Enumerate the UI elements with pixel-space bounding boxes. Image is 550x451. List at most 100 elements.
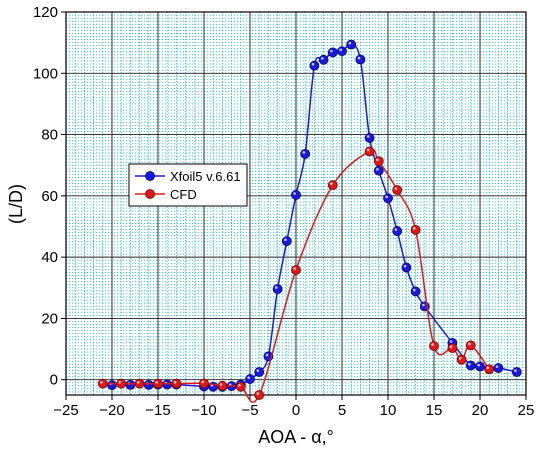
data-point-highlight xyxy=(449,345,453,349)
data-point-highlight xyxy=(330,182,333,186)
data-point-xfoil5-v-6-61 xyxy=(254,367,265,377)
data-point-highlight xyxy=(477,363,480,367)
data-point-highlight xyxy=(412,227,416,230)
data-point-xfoil5-v-6-61 xyxy=(364,133,375,143)
y-tick-label: 40 xyxy=(41,249,58,266)
data-point-cfd xyxy=(484,364,495,375)
data-point-xfoil5-v-6-61 xyxy=(373,165,384,176)
data-point-cfd xyxy=(235,381,246,392)
legend-label-cfd: CFD xyxy=(170,187,197,202)
legend-marker-cfd xyxy=(145,189,155,199)
data-point-highlight xyxy=(449,340,453,343)
data-point-xfoil5-v-6-61 xyxy=(272,284,283,294)
data-point-highlight xyxy=(201,380,204,384)
data-point-highlight xyxy=(376,168,379,171)
x-tick-label: −25 xyxy=(53,402,78,419)
data-point-highlight xyxy=(100,380,103,384)
data-point-cfd xyxy=(116,378,127,389)
data-point-xfoil5-v-6-61 xyxy=(309,60,320,71)
data-point-cfd xyxy=(199,378,209,389)
x-tick-label: 20 xyxy=(472,402,489,419)
data-point-highlight xyxy=(486,366,490,370)
data-point-cfd xyxy=(291,265,301,275)
data-point-highlight xyxy=(376,158,379,162)
data-point-cfd xyxy=(392,185,403,195)
data-point-cfd xyxy=(373,156,384,167)
data-point-xfoil5-v-6-61 xyxy=(392,226,403,236)
data-point-highlight xyxy=(330,49,333,53)
data-point-highlight xyxy=(256,369,260,372)
data-point-xfoil5-v-6-61 xyxy=(410,286,421,297)
data-point-highlight xyxy=(366,135,370,138)
data-point-cfd xyxy=(410,224,421,235)
data-point-highlight xyxy=(136,380,140,384)
y-tick-label: 20 xyxy=(41,310,58,327)
data-point-highlight xyxy=(468,362,471,366)
data-point-highlight xyxy=(357,56,361,60)
x-tick-label: −5 xyxy=(241,402,258,419)
data-point-highlight xyxy=(514,369,517,372)
data-point-xfoil5-v-6-61 xyxy=(318,54,329,65)
data-point-highlight xyxy=(265,353,269,357)
data-point-cfd xyxy=(465,340,476,351)
data-point-xfoil5-v-6-61 xyxy=(346,39,357,50)
data-point-highlight xyxy=(219,383,223,386)
y-tick-labels: 0 20 40 60 80 100 120 xyxy=(33,4,58,389)
data-point-xfoil5-v-6-61 xyxy=(281,236,292,247)
data-point-highlight xyxy=(293,192,296,195)
data-point-highlight xyxy=(274,286,278,289)
data-point-highlight xyxy=(173,380,177,384)
y-tick-label: 0 xyxy=(50,372,58,389)
data-point-cfd xyxy=(134,378,145,389)
data-point-highlight xyxy=(320,57,324,60)
x-tick-labels: −25 −20 −15 −10 −5 0 5 10 15 20 25 xyxy=(53,402,534,419)
data-point-xfoil5-v-6-61 xyxy=(337,46,347,57)
data-point-highlight xyxy=(394,187,398,190)
data-point-xfoil5-v-6-61 xyxy=(125,379,136,390)
data-point-cfd xyxy=(456,354,467,365)
data-point-highlight xyxy=(302,151,306,154)
data-point-highlight xyxy=(311,62,315,66)
data-point-highlight xyxy=(495,365,499,368)
data-point-cfd xyxy=(153,378,163,389)
x-tick-label: 0 xyxy=(292,402,300,419)
x-tick-label: 5 xyxy=(338,402,346,419)
y-tick-label: 100 xyxy=(33,65,58,82)
data-point-xfoil5-v-6-61 xyxy=(493,363,504,373)
x-tick-label: −10 xyxy=(191,402,216,419)
data-point-cfd xyxy=(429,341,439,351)
data-point-highlight xyxy=(238,384,241,387)
data-point-highlight xyxy=(385,195,388,199)
data-point-highlight xyxy=(458,357,462,360)
data-point-xfoil5-v-6-61 xyxy=(355,54,366,65)
y-tick-label: 60 xyxy=(41,188,58,205)
data-point-cfd xyxy=(364,146,375,157)
y-tick-label: 80 xyxy=(41,127,58,144)
legend: Xfoil5 v.6.61 CFD xyxy=(128,163,248,207)
x-axis-title: AOA - α,° xyxy=(258,427,334,447)
data-point-highlight xyxy=(155,380,158,384)
data-point-highlight xyxy=(366,148,370,152)
x-tick-label: −20 xyxy=(99,402,124,419)
x-tick-label: 25 xyxy=(518,402,535,419)
data-point-xfoil5-v-6-61 xyxy=(401,262,412,273)
x-tick-label: 10 xyxy=(380,402,397,419)
y-axis-title: (L/D) xyxy=(6,184,26,224)
x-tick-label: −15 xyxy=(145,402,170,419)
data-point-cfd xyxy=(447,343,458,354)
data-point-xfoil5-v-6-61 xyxy=(475,361,485,372)
data-point-cfd xyxy=(97,378,108,389)
data-point-xfoil5-v-6-61 xyxy=(245,374,255,384)
legend-box xyxy=(128,163,248,207)
data-point-xfoil5-v-6-61 xyxy=(300,148,311,159)
legend-marker-xfoil xyxy=(145,171,155,181)
data-point-highlight xyxy=(256,392,260,395)
data-point-cfd xyxy=(217,380,228,391)
data-point-highlight xyxy=(284,238,287,242)
data-point-cfd xyxy=(171,378,182,389)
series-layer xyxy=(97,39,522,403)
data-point-highlight xyxy=(293,267,296,270)
data-point-highlight xyxy=(403,264,407,268)
data-point-highlight xyxy=(118,380,122,384)
